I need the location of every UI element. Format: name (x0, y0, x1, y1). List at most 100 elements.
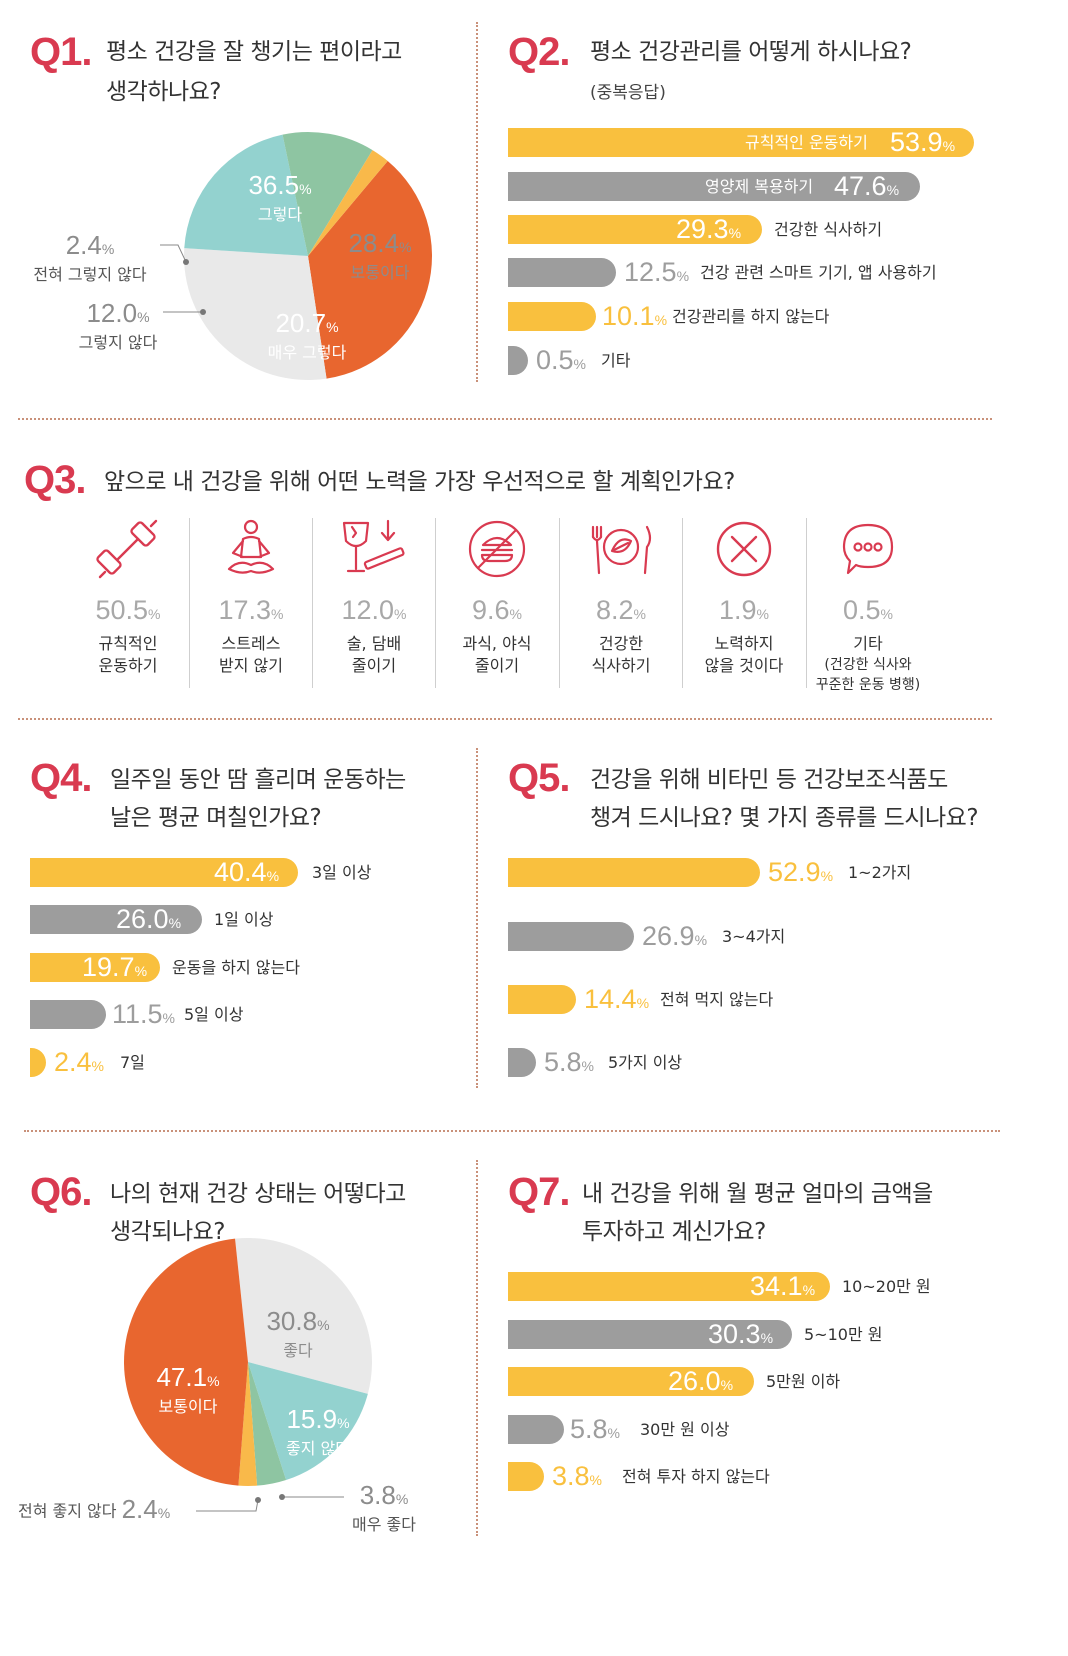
q1-slice-label-1: 36.5% 그렇다 (232, 170, 328, 226)
q2-bar-2 (508, 172, 920, 201)
q7-bar-value-4: 5.8% (570, 1414, 620, 1444)
q3-item-1: 50.5% 규칙적인 운동하기 (66, 515, 190, 677)
divider-q6-q7 (476, 1160, 478, 1536)
q1-leader-line-2-4 (160, 244, 187, 263)
q5-bar-3 (508, 985, 576, 1014)
q3-label-1a: 규칙적인 (98, 634, 158, 653)
q1-title-line2: 생각하나요? (106, 79, 222, 105)
q7-bar-label-1: 10~20만 원 (842, 1277, 931, 1296)
q2-bar-value-4: 12.5% (624, 257, 690, 287)
q5-bar-value-3: 14.4% (584, 984, 650, 1014)
q7-number: Q7. (508, 1170, 570, 1214)
q6-title-line1: 나의 현재 건강 상태는 어떻다고 (110, 1181, 406, 1207)
q3-divider-2 (312, 518, 313, 688)
q6-slice-label-4: 전혀 좋지 않다 2.4% (18, 1494, 171, 1524)
q4-title-line2: 날은 평균 며칠인가요? (110, 805, 322, 831)
q4-number: Q4. (30, 756, 92, 800)
q4-bar-1 (30, 858, 298, 887)
q3-item-5: 8.2% 건강한 식사하기 (559, 515, 683, 677)
q4-bar-value-4: 11.5% (112, 999, 175, 1029)
q7-bar-label-2: 5~10만 원 (804, 1325, 883, 1344)
q1-slice-value-3: 20.7 (275, 308, 327, 338)
q1-slice-value-5: 2.4 (65, 230, 102, 260)
q7-bar-label-3: 5만원 이하 (766, 1372, 841, 1391)
q5-bar-value-1: 52.9% (768, 857, 834, 887)
q1-slice-text-4: 그렇지 않다 (78, 333, 158, 352)
q7-bar-value-3: 26.0% (668, 1366, 734, 1396)
q3-item-6: 1.9% 노력하지 않을 것이다 (682, 515, 806, 677)
q1-slice-text-2: 보통이다 (350, 263, 410, 282)
q2-bar-value-3: 29.3% (676, 214, 742, 244)
q6-slice-label-1: 30.8% 좋다 (250, 1306, 346, 1362)
q5-bar-label-2: 3~4가지 (722, 927, 786, 946)
q5-number: Q5. (508, 756, 570, 800)
q6-slice-text-4: 전혀 좋지 않다 (18, 1501, 117, 1521)
no-burger-icon (468, 520, 526, 578)
q4-bar-value-5: 2.4% (54, 1047, 104, 1077)
speech-bubble-icon (842, 523, 894, 575)
q6-slice-label-5: 47.1% 보통이다 (140, 1362, 236, 1418)
q7-bar-1 (508, 1272, 830, 1301)
q6-slice-text-1: 좋다 (283, 1341, 313, 1360)
q3-item-4: 9.6% 과식, 야식 줄이기 (435, 515, 559, 677)
q1-slice-4 (282, 132, 373, 256)
q4-bar-label-2: 1일 이상 (214, 910, 274, 929)
q2-bar-label-6: 기타 (601, 351, 631, 370)
q6-leader-line-2-4 (196, 1499, 259, 1512)
q7-bar-value-1: 34.1% (750, 1271, 816, 1301)
q3-label-7a: 기타 (853, 634, 883, 653)
q3-label-2a: 스트레스 (221, 634, 281, 653)
q4-title-line1: 일주일 동안 땀 흘리며 운동하는 (110, 767, 406, 793)
q1-slice-value-1: 36.5 (248, 170, 300, 200)
q1-leader-dot-12-0 (200, 309, 206, 315)
q3-label-4b: 줄이기 (474, 656, 520, 675)
q3-divider-1 (189, 518, 190, 688)
q4-bar-2 (30, 905, 202, 934)
q7-title-line2: 투자하고 계신가요? (582, 1219, 766, 1245)
q2-bar-label-1: 규칙적인 운동하기 (745, 133, 868, 152)
q2-bar-value-1: 53.9% (890, 127, 956, 157)
q1-title-line1: 평소 건강을 잘 챙기는 편이라고 (106, 39, 402, 65)
divider-q1-q2 (476, 22, 478, 382)
q5-title-line1: 건강을 위해 비타민 등 건강보조식품도 (590, 767, 948, 793)
q3-value-5: 8.2 (596, 595, 634, 625)
q1-number: Q1. (30, 30, 92, 74)
q3-label-5a: 건강한 (598, 634, 644, 653)
q5-bar-label-3: 전혀 먹지 않는다 (660, 990, 774, 1009)
q3-value-4: 9.6 (472, 595, 510, 625)
q1-slice-text-5: 전혀 그렇지 않다 (33, 265, 147, 284)
q6-leader-dot-2-4 (255, 1497, 261, 1503)
q1-pie-chart (160, 132, 433, 380)
divider-row1 (18, 418, 992, 420)
q2-bar-value-5: 10.1% (602, 301, 668, 331)
divider-row2 (18, 718, 992, 720)
q2-bar-label-2: 영양제 복용하기 (705, 177, 814, 196)
q6-slice-4 (238, 1362, 258, 1486)
q4-bar-3 (30, 953, 160, 982)
q2-bar-label-4: 건강 관련 스마트 기기, 앱 사용하기 (700, 263, 937, 282)
q7-title-line1: 내 건강을 위해 월 평균 얼마의 금액을 (582, 1181, 933, 1207)
q4-bar-4 (30, 1000, 106, 1029)
q3-label-7b: (건강한 식사와 (824, 657, 912, 673)
q6-slice-value-2: 15.9 (286, 1404, 338, 1434)
q1-slice-2 (184, 248, 327, 380)
q4-bar-value-2: 26.0% (116, 904, 182, 934)
q3-label-6a: 노력하지 (714, 634, 774, 653)
q5-bar-1 (508, 858, 760, 887)
q7-bar-label-5: 전혀 투자 하지 않는다 (622, 1467, 770, 1486)
q2-title: 평소 건강관리를 어떻게 하시나요? (590, 39, 912, 65)
divider-q4-q5 (476, 748, 478, 1088)
q6-title-line2: 생각되나요? (110, 1219, 226, 1245)
q3-label-7c: 꾸준한 운동 병행) (815, 677, 921, 693)
q6-slice-label-2: 15.9% 좋지 않다 (270, 1404, 366, 1460)
q3-title: 앞으로 내 건강을 위해 어떤 노력을 가장 우선적으로 할 계획인가요? (104, 469, 735, 495)
q7-bar-label-4: 30만 원 이상 (640, 1420, 730, 1439)
meditation-icon (227, 519, 275, 574)
q7-bar-3 (508, 1367, 754, 1396)
q1-slice-label-2: 28.4% 보통이다 (332, 228, 428, 284)
divider-row3 (24, 1130, 1000, 1132)
alcohol-cigarette-icon (342, 519, 405, 573)
q3-divider-6 (806, 518, 807, 688)
q3-label-6b: 않을 것이다 (704, 656, 784, 675)
q3-label-5b: 식사하기 (591, 656, 651, 675)
